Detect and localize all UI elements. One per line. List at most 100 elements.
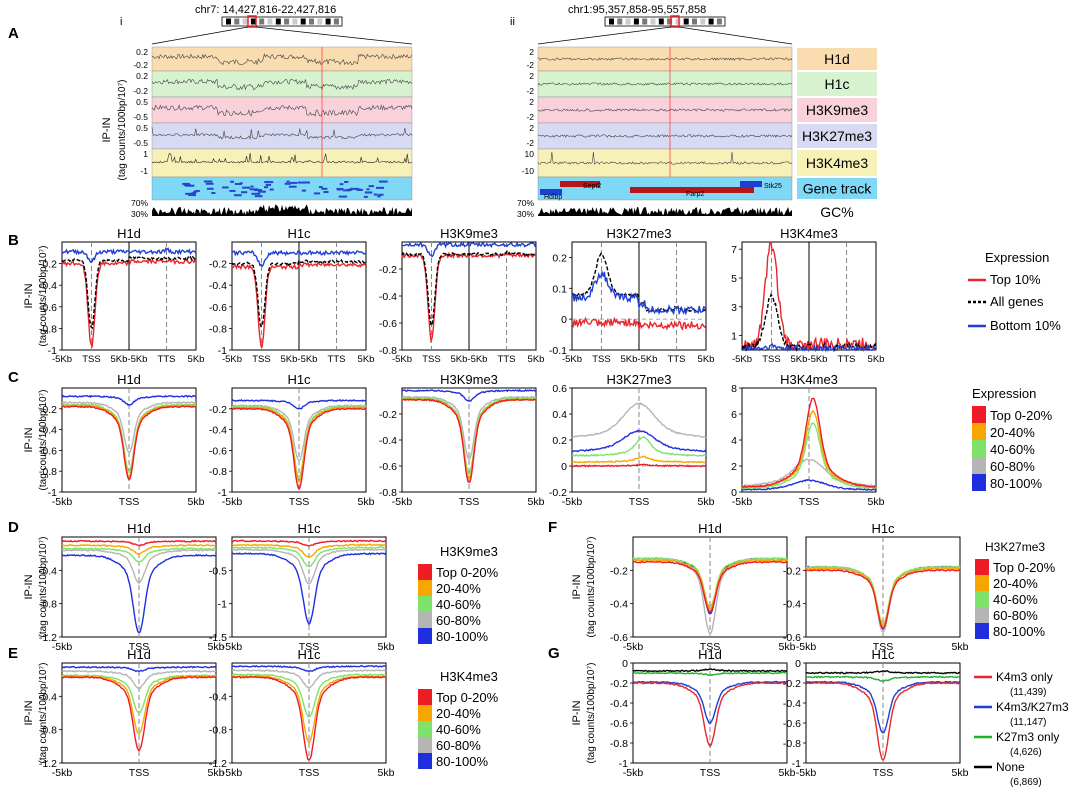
gc-signal — [538, 207, 792, 216]
legend-label: Top 10% — [990, 272, 1041, 287]
ytick-label: -0.4 — [209, 280, 227, 292]
plot-c-3: H3K27me3 0.6 0.4 0.2 0 -0.2-5kb TSS 5kb — [549, 372, 715, 508]
legend-label: 20-40% — [993, 576, 1038, 591]
plot-c-0: H1d -0.2 -0.4 -0.6 -0.8 -1-5kb TSS 5kb — [39, 372, 205, 508]
chromosome-band — [242, 18, 248, 25]
chromosome-band — [642, 18, 648, 25]
plot-title: H1c — [871, 647, 895, 662]
coordinate-i: chr7: 14,427,816-22,427,816 — [195, 4, 336, 16]
ytick-label: 0.1 — [552, 283, 567, 295]
legend-label: K4m3 only — [996, 670, 1053, 684]
xtick-label: 5kb — [868, 496, 885, 508]
legend-swatch — [975, 623, 989, 639]
chromosome-band — [633, 18, 639, 25]
legend-swatch — [418, 689, 432, 705]
series-line — [61, 675, 217, 752]
gene-feature — [188, 194, 196, 197]
ytick-label: -1 — [48, 487, 57, 499]
series-line — [231, 405, 367, 484]
ytick-label: -1.2 — [209, 758, 227, 770]
plot-title: H1d — [127, 647, 151, 662]
ytick-label: -0.4 — [379, 435, 397, 447]
gene-feature — [336, 187, 344, 190]
ytick-label: -0.8 — [209, 725, 227, 737]
ytick-label: 0 — [561, 461, 567, 473]
xtick-label: 5Kb-5Kb — [451, 354, 488, 365]
ytick-label: -1 — [792, 758, 801, 770]
series-line — [742, 342, 877, 353]
series-line — [401, 241, 537, 258]
xtick-label: TSS — [252, 354, 270, 365]
legend-swatch — [418, 737, 432, 753]
track-label-box — [797, 48, 877, 70]
ytick-label: 2 — [731, 461, 737, 473]
xtick-label: TSS — [700, 767, 720, 779]
track-label-box — [797, 72, 877, 96]
track-signal — [151, 78, 413, 91]
legend-count: (11,147) — [1010, 717, 1047, 728]
xtick-label: 5kb — [378, 641, 395, 653]
legend-label: 20-40% — [436, 581, 481, 596]
chromosome-band — [300, 18, 306, 25]
ytick-label: -0.2 — [379, 409, 397, 421]
ytick-label: -0.2 — [783, 678, 801, 690]
series-line — [61, 401, 197, 455]
panel-letter-d: D — [8, 519, 19, 536]
ytick-label: -0.5 — [209, 565, 227, 577]
series-line — [231, 675, 387, 762]
xtick-label: TTS — [498, 354, 516, 365]
series-line — [632, 668, 788, 673]
track-tick: -0.2 — [133, 86, 148, 96]
ytick-label: -0.2 — [39, 259, 57, 271]
ylabel: (tag counts/100bp/10⁷) — [586, 537, 597, 638]
chromosome-band — [259, 18, 265, 25]
legend-swatch — [418, 580, 432, 596]
series-line — [231, 261, 367, 348]
legend-swatch — [418, 596, 432, 612]
track-label: H1c — [825, 76, 850, 92]
chromosome-band — [625, 18, 631, 25]
series-line — [61, 665, 217, 673]
series-line — [806, 565, 961, 634]
legend-swatch — [975, 591, 989, 607]
ytick-label: -0.8 — [39, 599, 57, 611]
track-tick: 0.5 — [136, 97, 148, 107]
plot-title: H1c — [287, 226, 311, 241]
chromosome-band — [267, 18, 273, 25]
legend-label: K27m3 only — [996, 730, 1059, 744]
xtick-label: TTS — [158, 354, 176, 365]
legend-label: 60-80% — [436, 738, 481, 753]
track-label-box — [797, 178, 877, 199]
track-tick: 0.5 — [136, 123, 148, 133]
series-line — [632, 558, 788, 610]
xtick-label: 5Kb — [358, 354, 375, 365]
track-label: H3K4me3 — [806, 155, 868, 171]
plot-title: H1d — [698, 647, 722, 662]
xtick-label: -5Kb — [222, 354, 242, 365]
ytick-label: 8 — [731, 383, 737, 395]
gene-feature — [206, 187, 214, 190]
track-band — [151, 122, 413, 150]
xtick-label: -5kb — [796, 767, 817, 779]
gene-feature — [250, 185, 254, 188]
xtick-label: TSS — [762, 354, 780, 365]
xtick-label: TSS — [299, 641, 319, 653]
gene-feature — [264, 181, 274, 184]
xtick-label: -5kb — [623, 767, 644, 779]
plot-b-4: H3K4me3 7 5 3 1 -5Kb TSS 5Kb-5Kb TTS 5Kb — [731, 226, 884, 365]
gene-feature — [264, 186, 269, 189]
panel-letter-a: A — [8, 25, 19, 42]
ytick-label: 1 — [731, 331, 737, 343]
plot-b-3: H3K27me3 0.2 0.1 0 -0.1-5Kb TSS 5Kb-5Kb TTS 5Kb — [549, 226, 715, 365]
gene-feature — [630, 187, 754, 193]
plot-title: H1c — [287, 372, 311, 387]
gc-signal — [152, 204, 412, 216]
ytick-label: -0.4 — [39, 425, 57, 437]
legend-label: 20-40% — [436, 706, 481, 721]
gene-feature — [338, 195, 348, 198]
chromosome-band — [658, 18, 664, 25]
xtick-label: 5Kb-5Kb — [621, 354, 658, 365]
gene-feature — [313, 192, 321, 195]
series-line — [805, 567, 961, 627]
series-line — [231, 546, 387, 568]
